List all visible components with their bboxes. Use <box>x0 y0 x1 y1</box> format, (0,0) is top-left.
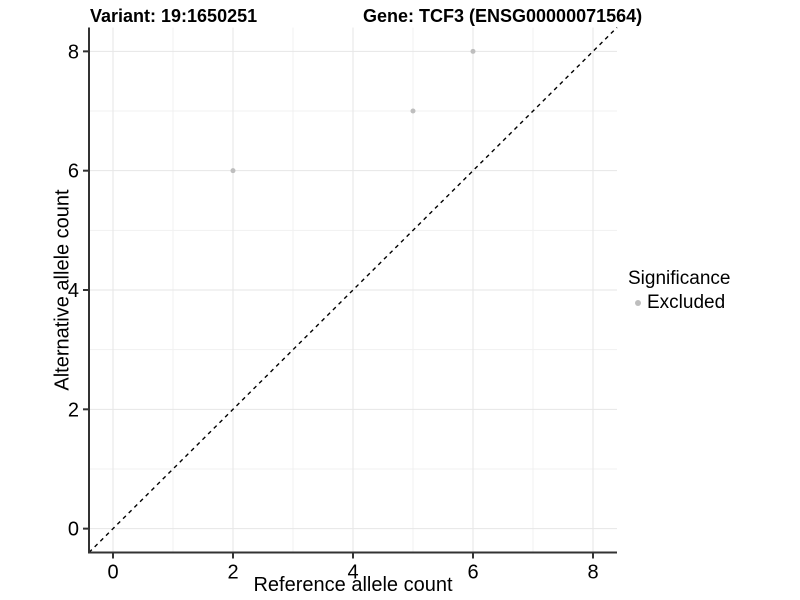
data-point <box>470 48 476 54</box>
x-tick-label: 8 <box>587 562 598 584</box>
legend-key-dot-icon <box>635 299 641 306</box>
x-tick-label: 2 <box>227 562 238 584</box>
x-axis-title: Reference allele count <box>253 574 453 596</box>
legend-title: Significance <box>628 268 731 289</box>
y-tick-label: 8 <box>68 41 79 63</box>
y-axis-title: Alternative allele count <box>51 189 74 391</box>
y-tick-label: 0 <box>68 519 79 541</box>
y-tick-label: 4 <box>68 280 79 302</box>
x-tick-label: 0 <box>107 562 118 584</box>
y-tick-label: 2 <box>68 399 79 421</box>
data-point <box>410 108 416 114</box>
plot-title-variant: Variant: 19:1650251 <box>90 6 258 26</box>
x-tick-label: 4 <box>347 562 358 584</box>
x-tick-label: 6 <box>467 562 478 584</box>
legend-item-label: Excluded <box>647 292 726 313</box>
legend: Significance Excluded <box>628 267 730 314</box>
legend-item: Excluded <box>628 291 730 314</box>
y-tick-label: 6 <box>68 161 79 183</box>
plot-title-gene: Gene: TCF3 (ENSG00000071564) <box>363 6 643 26</box>
data-point <box>230 168 236 174</box>
